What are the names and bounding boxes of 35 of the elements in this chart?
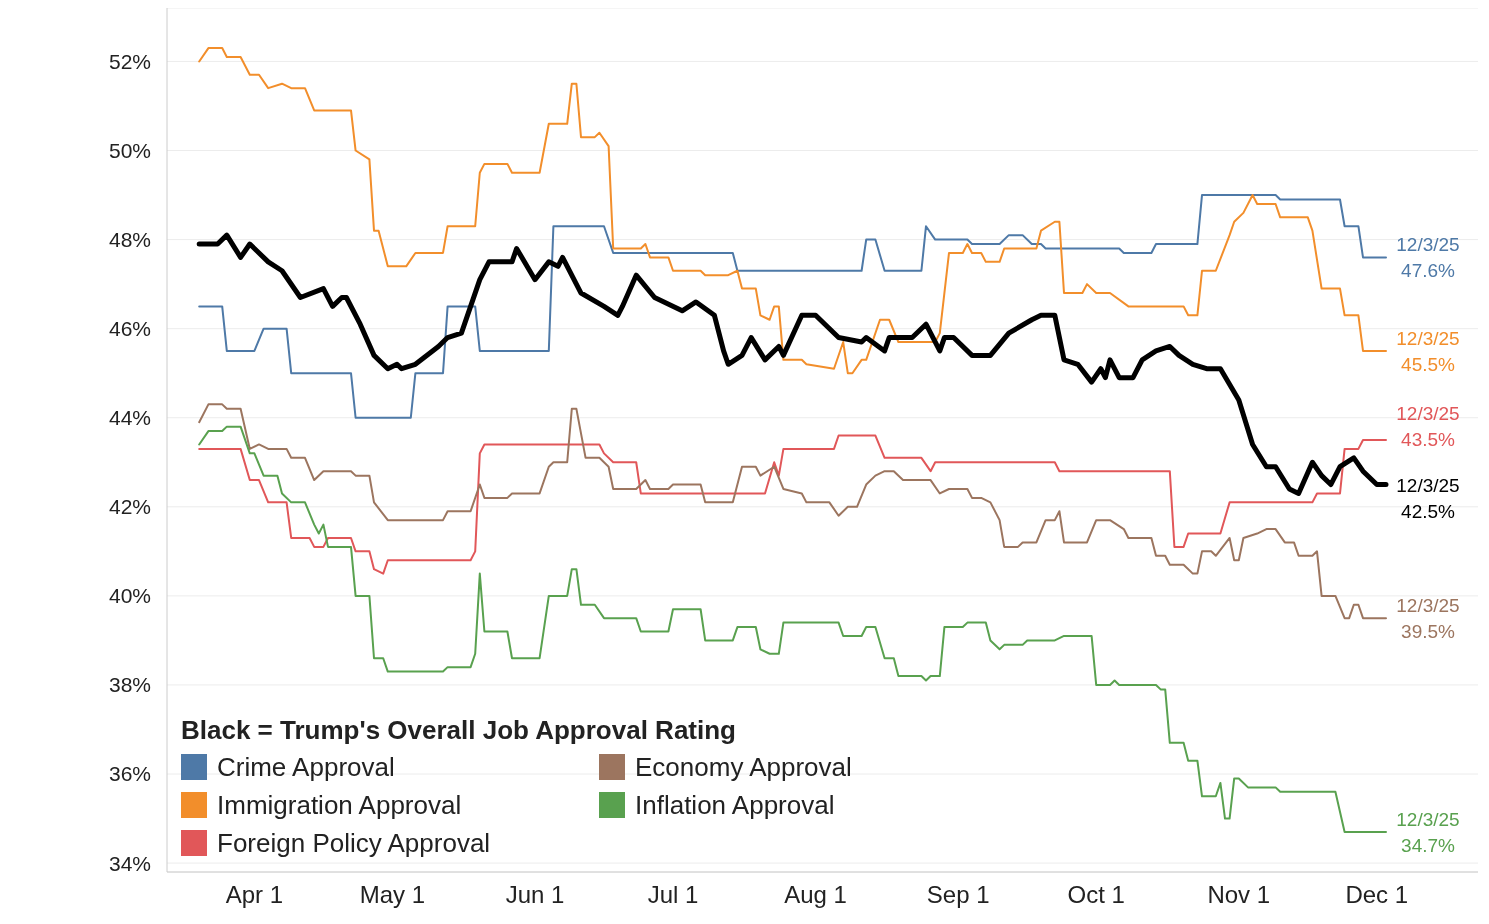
y-tick-label: 38% xyxy=(108,673,151,697)
line-series xyxy=(198,47,1387,375)
annotation: 12/3/25 39.5% xyxy=(1396,595,1460,643)
legend-label: Crime Approval xyxy=(217,751,395,783)
y-tick-label: 48% xyxy=(108,228,151,252)
annotation: 12/3/25 34.7% xyxy=(1396,808,1460,856)
y-tick-label: 42% xyxy=(108,495,151,519)
y-tick-label: 44% xyxy=(108,406,151,430)
x-tick-label: Jun 1 xyxy=(505,881,565,909)
y-tick-label: 36% xyxy=(108,762,151,786)
annotation: 12/3/25 43.5% xyxy=(1396,403,1460,451)
y-tick-label: 34% xyxy=(108,851,151,875)
y-tick-label: 40% xyxy=(108,584,151,608)
x-tick-label: Dec 1 xyxy=(1345,881,1409,909)
x-tick-label: Aug 1 xyxy=(784,881,847,909)
x-tick-label: Jul 1 xyxy=(647,881,699,909)
x-tick-label: Apr 1 xyxy=(225,881,284,909)
y-tick-label: 50% xyxy=(108,138,151,162)
x-tick-label: May 1 xyxy=(359,881,426,909)
annotation: 12/3/25 47.6% xyxy=(1396,234,1460,282)
legend-label: Inflation Approval xyxy=(635,789,835,821)
x-tick-label: Sep 1 xyxy=(926,881,990,909)
legend-label: Foreign Policy Approval xyxy=(217,827,491,859)
line-series xyxy=(198,403,1387,620)
annotation: 12/3/25 45.5% xyxy=(1396,327,1460,375)
legend-label: Immigration Approval xyxy=(217,789,462,821)
x-tick-label: Nov 1 xyxy=(1207,881,1271,909)
y-tick-label: 46% xyxy=(108,317,151,341)
legend-label: Economy Approval xyxy=(635,751,852,783)
line-series xyxy=(198,434,1387,575)
y-tick-label: 52% xyxy=(108,49,151,73)
legend-title: Black = Trump's Overall Job Approval Rating xyxy=(181,715,737,746)
line-series xyxy=(198,194,1387,419)
x-tick-label: Oct 1 xyxy=(1067,881,1125,909)
annotation: 12/3/25 42.5% xyxy=(1396,475,1460,523)
